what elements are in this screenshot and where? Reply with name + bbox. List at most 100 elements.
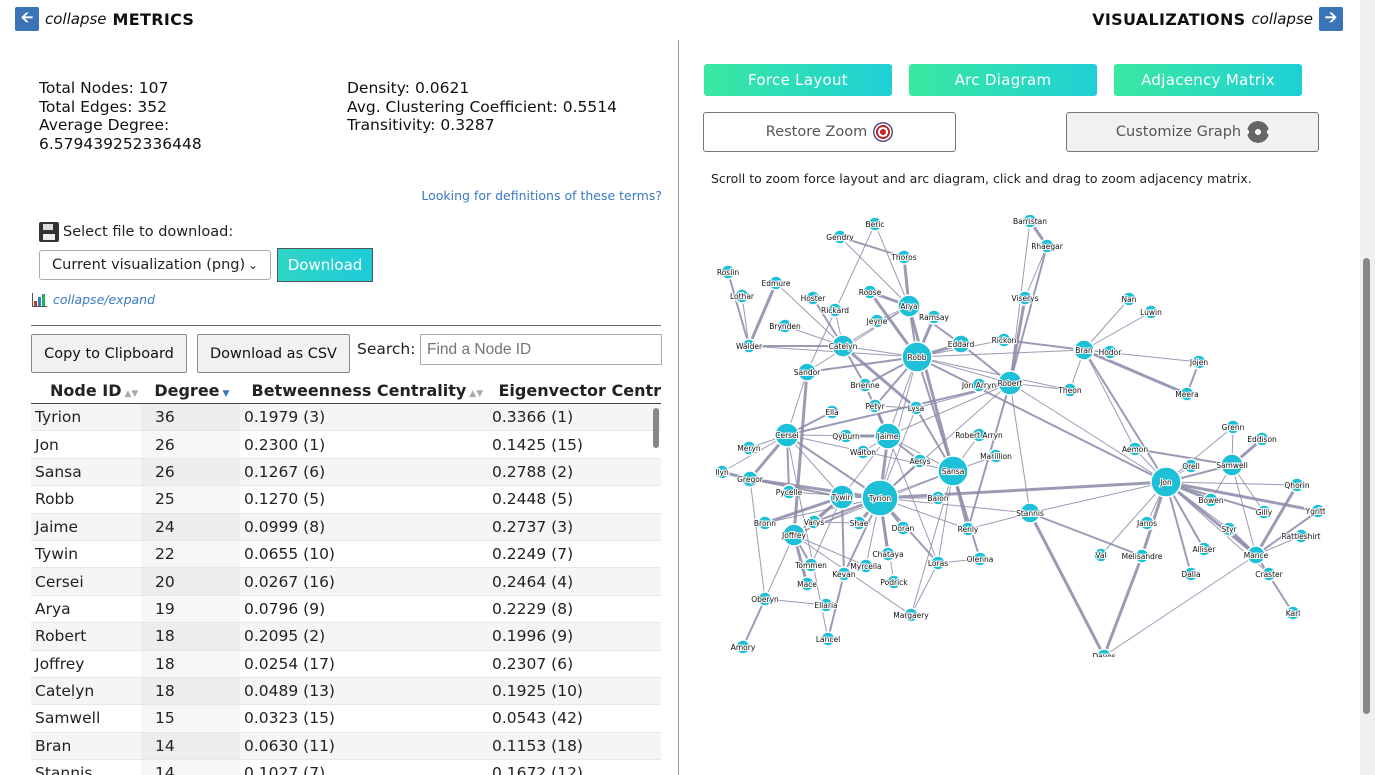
collapse-expand-link[interactable]: collapse/expand (32, 292, 155, 307)
graph-node-circle[interactable] (734, 288, 750, 304)
graph-node-circle[interactable] (874, 422, 902, 450)
graph-node[interactable]: Roslin (716, 264, 740, 280)
graph-node[interactable]: Doran (891, 520, 916, 536)
graph-node-circle[interactable] (805, 290, 821, 306)
graph-node-circle[interactable] (806, 514, 822, 530)
graph-node[interactable]: Bran (1073, 339, 1095, 361)
graph-node[interactable]: Tywin (829, 484, 855, 510)
graph-node[interactable]: Stannis (1015, 502, 1045, 524)
graph-node[interactable]: Jeyne (865, 313, 889, 329)
graph-node-circle[interactable] (1246, 545, 1266, 565)
graph-node[interactable]: Aerys (908, 453, 932, 469)
restore-zoom-button[interactable]: Restore Zoom (703, 112, 956, 152)
graph-node-circle[interactable] (930, 490, 946, 506)
graph-node-circle[interactable] (714, 464, 730, 480)
graph-node-circle[interactable] (1017, 290, 1033, 306)
graph-node-circle[interactable] (867, 216, 883, 232)
graph-node[interactable]: Rhaegar (1030, 238, 1065, 254)
graph-node-circle[interactable] (797, 362, 817, 382)
graph-node-circle[interactable] (829, 484, 855, 510)
customize-graph-button[interactable]: Customize Graph (1066, 112, 1319, 152)
graph-node[interactable]: Shae (849, 515, 870, 531)
definitions-link[interactable]: Looking for definitions of these terms? (421, 188, 662, 203)
graph-node-circle[interactable] (757, 515, 773, 531)
graph-node-circle[interactable] (867, 398, 883, 414)
graph-node[interactable]: Davos (1091, 648, 1117, 657)
table-row[interactable]: Robert 18 0.2095 (2) 0.1996 (9) (31, 623, 661, 651)
table-row[interactable]: Joffrey 18 0.0254 (17) 0.2307 (6) (31, 651, 661, 678)
header-node-id[interactable]: Node ID ▲▼ (50, 381, 139, 400)
header-degree[interactable]: Degree ▼ (154, 381, 230, 400)
force-layout-graph[interactable]: Tyrion Jon Sansa Robb Jaime Tywin Cersei Arya Ro… (705, 215, 1325, 657)
graph-node[interactable]: Ramsay (918, 309, 951, 325)
collapse-left-arrow-icon[interactable]: 🡨 (15, 7, 39, 31)
graph-node-circle[interactable] (1289, 477, 1305, 493)
table-row[interactable]: Cersei 20 0.0267 (16) 0.2464 (4) (31, 568, 661, 596)
graph-node[interactable]: Qhorin (1283, 477, 1311, 493)
graph-node[interactable]: Petyr (864, 398, 887, 414)
graph-node-circle[interactable] (1254, 431, 1270, 447)
graph-node-circle[interactable] (832, 229, 848, 245)
graph-node-circle[interactable] (908, 400, 924, 416)
graph-node-circle[interactable] (1073, 339, 1095, 361)
graph-node[interactable]: Olenna (966, 551, 994, 567)
graph-node-circle[interactable] (1220, 453, 1244, 477)
graph-node-circle[interactable] (926, 309, 942, 325)
graph-node-circle[interactable] (820, 631, 836, 647)
graph-node[interactable]: Melisandre (1121, 548, 1164, 564)
graph-node-circle[interactable] (903, 607, 919, 623)
graph-node[interactable]: Samwell (1215, 453, 1249, 477)
graph-node[interactable]: Tyrion (861, 479, 899, 517)
graph-node-circle[interactable] (896, 249, 912, 265)
graph-node-circle[interactable] (720, 264, 736, 280)
force-layout-button[interactable]: Force Layout (704, 64, 892, 96)
graph-node[interactable]: Jaime (874, 422, 902, 450)
graph-node-circle[interactable] (869, 313, 885, 329)
graph-node-circle[interactable] (1196, 541, 1212, 557)
graph-node[interactable]: Rickard (820, 302, 850, 318)
graph-node-circle[interactable] (1150, 466, 1182, 498)
graph-node-circle[interactable] (1121, 291, 1137, 307)
graph-node[interactable]: Cersei (774, 422, 800, 448)
graph-node[interactable]: Craster (1254, 566, 1285, 582)
graph-node[interactable]: Marillion (979, 448, 1013, 464)
graph-node[interactable]: Ella (824, 404, 840, 420)
graph-node[interactable]: Mace (796, 576, 818, 592)
graph-node-circle[interactable] (1221, 521, 1237, 537)
graph-node-circle[interactable] (1191, 354, 1207, 370)
graph-node-circle[interactable] (838, 428, 854, 444)
graph-node-circle[interactable] (1179, 386, 1195, 402)
graph-node[interactable]: Eddison (1246, 431, 1278, 447)
graph-node-circle[interactable] (768, 275, 784, 291)
graph-node[interactable]: Hoster (800, 290, 827, 306)
graph-node[interactable]: Nan (1121, 291, 1138, 307)
graph-node-circle[interactable] (1127, 441, 1143, 457)
graph-node[interactable]: Thoros (889, 249, 918, 265)
graph-node-circle[interactable] (862, 284, 878, 300)
graph-node-circle[interactable] (951, 334, 971, 354)
graph-node[interactable]: Hodor (1098, 344, 1123, 360)
graph-node[interactable]: Ygritte (1303, 503, 1325, 519)
table-row[interactable]: Tywin 22 0.0655 (10) 0.2249 (7) (31, 541, 661, 569)
graph-node-circle[interactable] (741, 470, 759, 488)
graph-node-circle[interactable] (799, 576, 815, 592)
graph-node-circle[interactable] (861, 479, 899, 517)
graph-node[interactable]: Mance (1243, 545, 1270, 565)
copy-to-clipboard-button[interactable]: Copy to Clipboard (31, 334, 187, 373)
graph-node-circle[interactable] (971, 427, 987, 443)
download-button[interactable]: Download (277, 248, 373, 282)
graph-node-circle[interactable] (741, 440, 757, 456)
graph-node[interactable]: Oberyn (750, 591, 780, 607)
collapse-right-arrow-icon[interactable]: 🡪 (1319, 7, 1343, 31)
graph-node[interactable]: Catelyn (828, 334, 859, 358)
graph-node-circle[interactable] (897, 294, 921, 318)
graph-node[interactable]: Grenn (1221, 419, 1246, 435)
graph-node-circle[interactable] (831, 334, 855, 358)
graph-node[interactable]: Ilyn (714, 464, 730, 480)
graph-node[interactable]: Karl (1285, 605, 1301, 621)
table-row[interactable]: Jaime 24 0.0999 (8) 0.2737 (3) (31, 513, 661, 541)
graph-node[interactable]: Jojen (1188, 354, 1209, 370)
graph-node[interactable]: Podrick (879, 574, 909, 590)
table-row[interactable]: Samwell 15 0.0323 (15) 0.0543 (42) (31, 705, 661, 733)
graph-node[interactable]: Styr (1220, 521, 1239, 537)
